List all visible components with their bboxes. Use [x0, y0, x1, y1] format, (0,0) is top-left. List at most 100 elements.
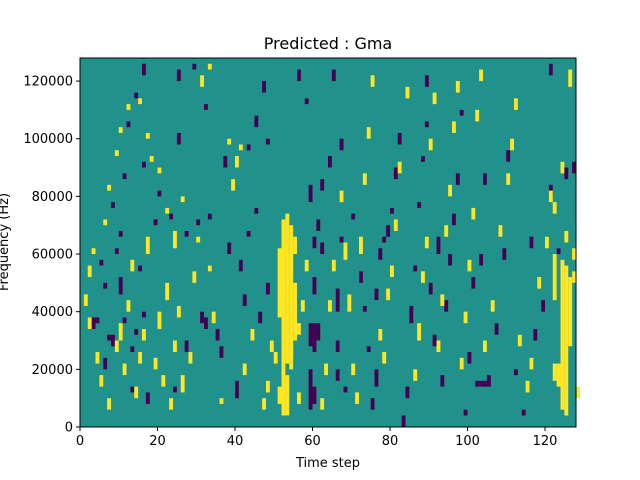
heatmap-cell [401, 415, 406, 427]
heatmap-cell [510, 138, 515, 151]
heatmap-cell [370, 75, 375, 87]
heatmap-cell [463, 311, 468, 324]
heatmap-cell [103, 282, 108, 289]
heatmap-cell [486, 380, 491, 387]
heatmap-cell [176, 132, 181, 145]
heatmap-cell [308, 184, 313, 203]
heatmap-cell [312, 277, 317, 295]
heatmap-cell [467, 352, 472, 364]
heatmap-cell [91, 317, 96, 329]
heatmap-cell [506, 150, 511, 162]
heatmap-cell [316, 323, 321, 341]
heatmap-cell [463, 409, 468, 416]
heatmap-cell [471, 277, 476, 289]
heatmap-cell [459, 357, 464, 370]
heatmap-cell [572, 271, 577, 283]
heatmap-cell [215, 328, 220, 341]
heatmap-cell [300, 300, 305, 312]
heatmap-cell [467, 259, 472, 272]
chart-title: Predicted : Gma [264, 34, 392, 53]
heatmap-cell [576, 386, 580, 399]
heatmap-cell [204, 104, 208, 110]
heatmap-cell [277, 386, 282, 404]
heatmap-cell [479, 254, 484, 266]
heatmap-cell [142, 328, 146, 341]
heatmap-cell [157, 311, 162, 329]
heatmap-cell [238, 144, 243, 151]
heatmap-cell [204, 317, 208, 329]
heatmap-cell [432, 334, 437, 347]
heatmap-cell [231, 179, 236, 191]
heatmap-cell [432, 92, 437, 105]
heatmap-cell [118, 277, 123, 295]
x-axis-label: Time step [295, 456, 360, 471]
heatmap-cell [107, 334, 112, 341]
heatmap-cell [382, 352, 387, 364]
heatmap-cell [335, 340, 340, 353]
heatmap-cell [145, 392, 150, 404]
heatmap-cell [138, 352, 143, 364]
heatmap-cell [564, 230, 569, 243]
heatmap-cell [184, 230, 189, 237]
heatmap-cell [297, 323, 301, 335]
heatmap-cell [436, 236, 441, 255]
heatmap-cell [328, 300, 332, 312]
heatmap-cell [548, 184, 553, 197]
heatmap-cell [161, 375, 166, 387]
heatmap-cell [176, 305, 181, 318]
heatmap-cell [114, 150, 119, 157]
heatmap-cell [184, 340, 189, 353]
heatmap-cell [471, 207, 476, 220]
heatmap-cell [568, 69, 573, 87]
heatmap-cell [339, 190, 344, 203]
x-tick-label: 100 [455, 434, 480, 449]
heatmap-cell [475, 109, 480, 122]
heatmap-cell [227, 242, 232, 255]
heatmap-cell [417, 323, 422, 341]
heatmap-cell [211, 311, 216, 324]
heatmap-cell [157, 190, 162, 197]
heatmap-cell [262, 81, 267, 93]
heatmap-cell [514, 369, 518, 376]
heatmap-cell [262, 398, 267, 410]
heatmap-cell [196, 236, 201, 243]
heatmap-cell [328, 156, 332, 168]
heatmap-cell [521, 409, 526, 416]
heatmap-cell [533, 328, 538, 341]
heatmap-cell [87, 265, 92, 278]
heatmap-cell [207, 213, 212, 220]
heatmap-cell [223, 156, 228, 168]
heatmap-cell [424, 121, 429, 128]
heatmap-cell [378, 248, 383, 260]
heatmap-cell [114, 248, 119, 255]
heatmap-cell [153, 219, 158, 226]
heatmap-cell [130, 386, 135, 393]
heatmap-cell [455, 173, 460, 185]
heatmap-cell [343, 386, 348, 393]
heatmap-cell [281, 219, 286, 416]
heatmap-cell [568, 277, 573, 347]
heatmap-cell [242, 294, 247, 306]
heatmap-cell [525, 380, 530, 393]
heatmap-cell [386, 288, 391, 301]
y-tick-label: 40000 [32, 305, 73, 320]
heatmap-cell [118, 323, 123, 341]
heatmap-cell [114, 340, 119, 353]
heatmap-cell [250, 328, 255, 341]
heatmap-cell [173, 230, 177, 249]
heatmap-cell [87, 317, 92, 329]
heatmap-cell [308, 323, 313, 347]
heatmap-cell [107, 398, 112, 410]
heatmap-cell [192, 271, 197, 283]
heatmap-cell [421, 271, 425, 283]
heatmap-cell [289, 225, 294, 370]
y-axis-ticks: 0 20000 40000 60000 80000 100000 120000 [23, 75, 80, 436]
x-tick-label: 40 [227, 434, 244, 449]
x-tick-label: 120 [533, 434, 558, 449]
heatmap-cell [428, 138, 433, 151]
heatmap-cell [552, 254, 557, 301]
heatmap-cell [134, 386, 139, 399]
heatmap-cell [475, 380, 480, 387]
heatmap-cell [440, 294, 445, 306]
heatmap-cell [331, 259, 336, 272]
